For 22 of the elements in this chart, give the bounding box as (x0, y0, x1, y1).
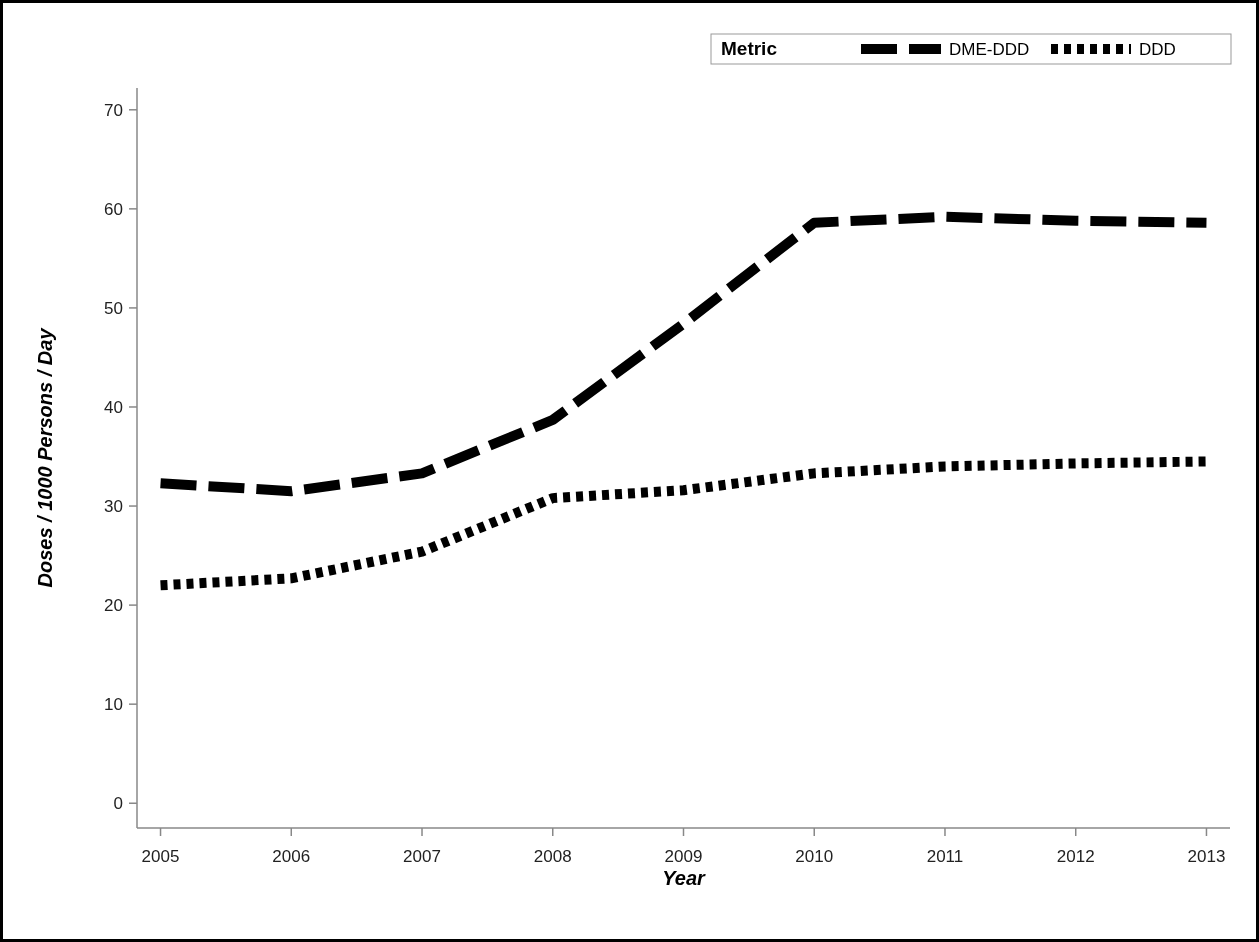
x-tick-label: 2010 (795, 847, 834, 866)
x-tick-label: 2013 (1187, 847, 1226, 866)
x-tick-label: 2012 (1056, 847, 1095, 866)
x-axis-title: Year (662, 867, 707, 889)
x-tick-label: 2008 (533, 847, 572, 866)
legend-label: DDD (1139, 40, 1176, 59)
y-tick-label: 50 (104, 298, 123, 318)
x-tick-label: 2009 (664, 847, 703, 866)
y-tick-label: 60 (104, 199, 123, 219)
x-tick-label: 2005 (141, 847, 180, 866)
legend-label: DME-DDD (949, 40, 1030, 59)
y-tick-label: 10 (104, 695, 123, 715)
y-tick-label: 30 (104, 497, 123, 516)
y-tick-label: 40 (104, 397, 123, 417)
legend-title: Metric (721, 38, 778, 59)
x-tick-label: 2006 (272, 847, 311, 866)
x-tick-label: 2007 (403, 847, 441, 866)
y-tick-label: 0 (113, 794, 123, 814)
y-tick-label: 20 (104, 596, 123, 616)
x-tick-label: 2011 (926, 847, 964, 866)
y-tick-label: 70 (104, 100, 123, 120)
y-axis-title: Doses / 1000 Persons / Day (34, 327, 56, 588)
